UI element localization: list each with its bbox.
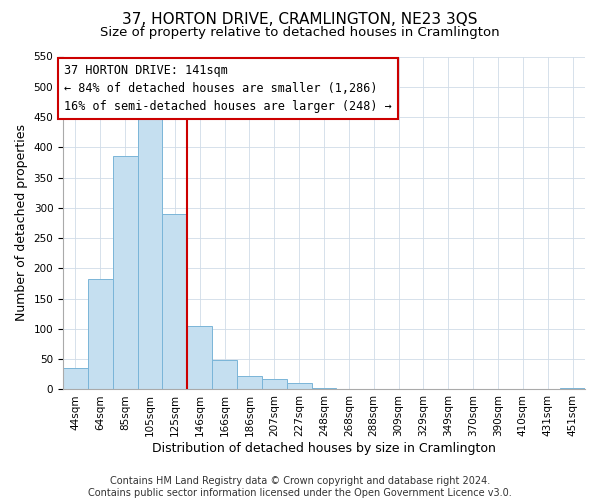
Y-axis label: Number of detached properties: Number of detached properties (15, 124, 28, 322)
Bar (560, 388, 585, 390)
Bar (311, 388, 337, 390)
Bar (262, 378, 287, 390)
Text: 37, HORTON DRIVE, CRAMLINGTON, NE23 3QS: 37, HORTON DRIVE, CRAMLINGTON, NE23 3QS (122, 12, 478, 28)
X-axis label: Distribution of detached houses by size in Cramlington: Distribution of detached houses by size … (152, 442, 496, 455)
Bar (163, 214, 187, 390)
Text: Size of property relative to detached houses in Cramlington: Size of property relative to detached ho… (100, 26, 500, 39)
Bar (337, 389, 361, 390)
Text: Contains HM Land Registry data © Crown copyright and database right 2024.
Contai: Contains HM Land Registry data © Crown c… (88, 476, 512, 498)
Bar (212, 360, 237, 390)
Bar (287, 384, 311, 390)
Bar (187, 326, 212, 390)
Bar (137, 114, 163, 390)
Bar (237, 376, 262, 390)
Bar (88, 280, 113, 390)
Bar (113, 156, 137, 390)
Bar (63, 368, 88, 390)
Text: 37 HORTON DRIVE: 141sqm
← 84% of detached houses are smaller (1,286)
16% of semi: 37 HORTON DRIVE: 141sqm ← 84% of detache… (64, 64, 392, 114)
